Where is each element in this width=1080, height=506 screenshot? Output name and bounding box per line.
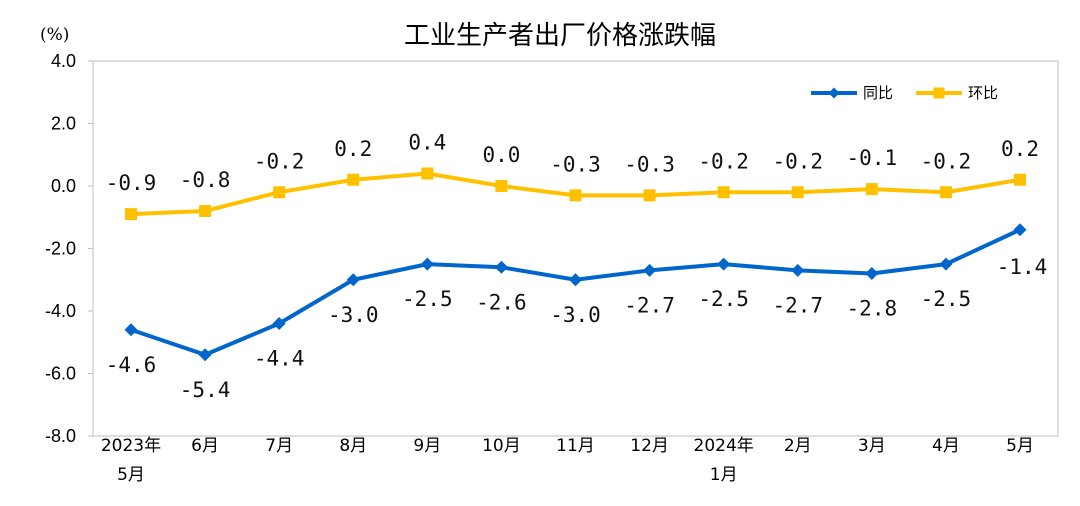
- data-point: [865, 183, 878, 196]
- data-label: -4.4: [254, 347, 305, 371]
- data-point: [939, 186, 952, 199]
- data-point: [124, 323, 138, 337]
- legend-marker: [828, 87, 840, 99]
- x-tick-label: 2024年: [694, 436, 754, 456]
- data-label: -0.3: [624, 152, 675, 176]
- data-point: [273, 186, 286, 199]
- data-point: [272, 317, 286, 330]
- legend-label: 环比: [968, 84, 998, 102]
- x-tick-label: 1月: [710, 465, 738, 485]
- data-label: -0.2: [772, 149, 823, 173]
- data-label: -2.5: [921, 287, 972, 311]
- y-axis-unit: (%): [40, 25, 69, 45]
- data-point: [791, 263, 805, 277]
- data-label: 0.0: [482, 143, 520, 167]
- data-label: -1.4: [997, 255, 1048, 279]
- y-tick-label: -8.0: [45, 426, 76, 446]
- data-point: [643, 263, 657, 277]
- data-point: [643, 189, 656, 202]
- x-tick-label: 7月: [265, 436, 293, 456]
- data-point: [420, 257, 434, 271]
- x-tick-label: 4月: [932, 436, 960, 456]
- data-point: [495, 180, 508, 192]
- x-tick-label: 5月: [117, 465, 145, 485]
- data-point: [569, 273, 582, 287]
- data-point: [346, 273, 360, 287]
- y-tick-label: -2.0: [45, 239, 76, 259]
- x-tick-label: 8月: [339, 436, 367, 456]
- data-label: -4.6: [106, 353, 157, 377]
- legend-label: 同比: [863, 84, 893, 102]
- data-label: -2.7: [772, 293, 823, 317]
- data-label: -2.5: [402, 287, 453, 311]
- data-label: 0.2: [1001, 137, 1039, 161]
- data-label: -0.8: [180, 168, 231, 192]
- x-tick-label: 12月: [630, 436, 669, 456]
- data-point: [865, 267, 879, 280]
- y-axis-ticks: 4.0 2.0 0.0 -2.0 -4.0 -6.0 -8.0: [45, 51, 93, 446]
- data-point: [199, 205, 212, 217]
- x-tick-label: 5月: [1006, 436, 1034, 456]
- y-tick-label: 0.0: [51, 176, 76, 196]
- data-label: -0.1: [847, 146, 898, 170]
- data-label: -0.2: [254, 149, 305, 173]
- chart-title: 工业生产者出厂价格涨跌幅: [404, 21, 716, 51]
- data-point: [717, 186, 730, 199]
- x-axis-ticks: 2023年 5月 6月 7月 8月 9月 10月 11月 12月 2024年 1月 2月 3月 4月 5月: [101, 436, 1034, 485]
- y-tick-label: -6.0: [45, 364, 76, 384]
- data-label: -2.7: [624, 293, 675, 317]
- plot-area: [92, 60, 1059, 437]
- y-tick-label: 4.0: [51, 51, 76, 71]
- data-label: -2.8: [847, 297, 898, 321]
- x-tick-label: 3月: [858, 436, 886, 456]
- data-point: [125, 208, 137, 221]
- y-tick-label: -4.0: [45, 301, 76, 321]
- data-label: 0.4: [408, 131, 446, 155]
- data-point: [494, 260, 508, 274]
- series-layer: [124, 167, 1027, 362]
- data-point: [198, 348, 212, 362]
- y-tick-label: 2.0: [51, 114, 76, 134]
- data-label: -0.2: [921, 149, 972, 173]
- x-tick-label: 2023年: [101, 436, 161, 456]
- data-label: -0.9: [106, 171, 157, 195]
- data-label: -0.2: [698, 149, 749, 173]
- data-label: -3.0: [328, 303, 379, 327]
- data-label: -0.3: [550, 152, 601, 176]
- data-point: [421, 167, 434, 180]
- x-tick-label: 9月: [413, 436, 441, 456]
- data-label: -3.0: [550, 303, 601, 327]
- data-label: -5.4: [180, 378, 231, 402]
- legend-marker: [933, 87, 945, 99]
- data-point: [717, 257, 731, 271]
- legend: 同比 环比: [811, 84, 998, 102]
- data-point: [939, 257, 953, 271]
- x-tick-label: 6月: [191, 436, 219, 456]
- data-point: [569, 189, 582, 202]
- data-label: -2.6: [476, 290, 527, 314]
- data-labels: -4.6 -5.4 -4.4 -3.0 -2.5 -2.6 -3.0 -2.7 -2.5 -2.7…: [106, 131, 1048, 402]
- data-point: [347, 173, 360, 186]
- data-point: [791, 186, 804, 199]
- data-label: -2.5: [698, 287, 749, 311]
- x-tick-label: 11月: [556, 436, 595, 456]
- data-point: [1014, 173, 1026, 186]
- data-point: [1013, 223, 1027, 237]
- x-tick-label: 10月: [482, 436, 521, 456]
- data-label: 0.2: [334, 137, 372, 161]
- x-tick-label: 2月: [784, 436, 812, 456]
